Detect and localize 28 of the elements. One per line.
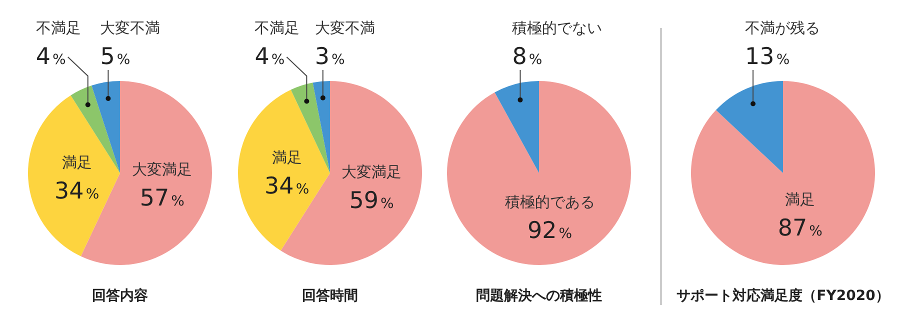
slice-label: 大変満足 <box>132 160 192 178</box>
slice-label: 不満足 <box>36 19 81 37</box>
text: サポート対応満足度（FY2020） <box>676 287 890 304</box>
slice-label: 満足 <box>62 154 92 172</box>
data-label: 4% <box>254 44 285 70</box>
slice-label: 満足 <box>785 190 816 209</box>
slice-label: 積極的である <box>504 192 595 211</box>
text: 回答内容 <box>92 287 148 304</box>
slice-label: 大変不満 <box>314 19 375 37</box>
data-label: 34% <box>264 173 310 200</box>
data-label: 8% <box>512 44 542 70</box>
slice-label: 積極的でない <box>512 19 602 37</box>
data-label: 92% <box>527 218 572 244</box>
data-label: 3% <box>314 44 345 70</box>
data-label: 57% <box>140 185 184 212</box>
slice-label: 大変不満 <box>100 19 160 37</box>
text: 問題解決への積極性 <box>476 288 602 304</box>
text: 回答時間 <box>302 288 358 304</box>
slice-label: 満足 <box>272 148 302 166</box>
data-label: 13% <box>745 44 790 70</box>
slice-label: 大変満足 <box>342 163 402 182</box>
data-label: 34% <box>54 178 100 205</box>
slice-label: 不満が残る <box>745 19 820 37</box>
data-label: 59% <box>349 188 394 214</box>
slice-label: 不満足 <box>254 19 300 37</box>
data-label: 4% <box>36 44 66 70</box>
data-label: 5% <box>100 44 130 70</box>
data-label: 87% <box>778 216 822 242</box>
